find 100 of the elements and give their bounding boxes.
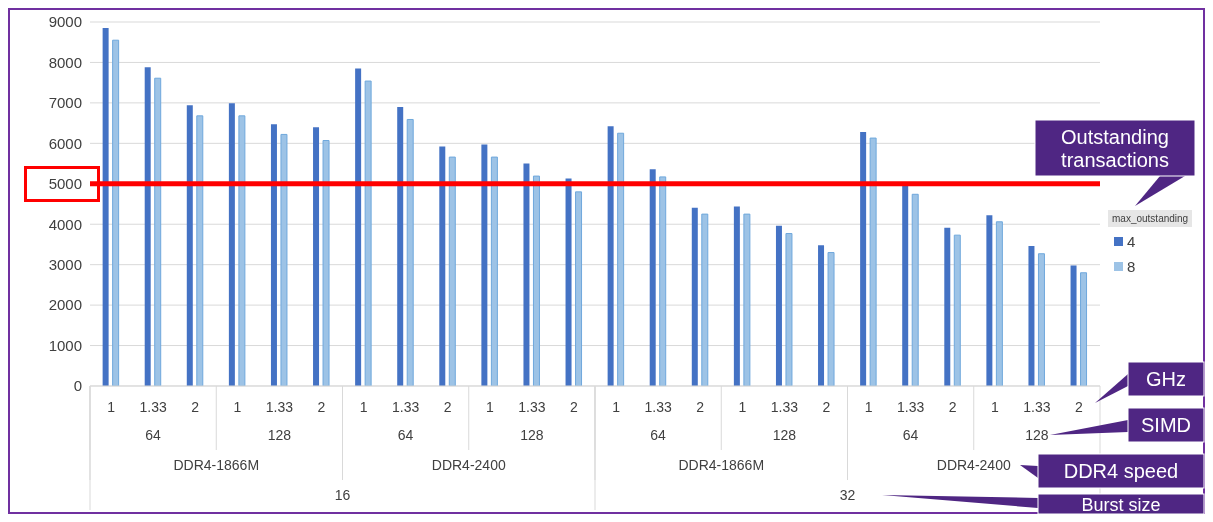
y-tick-label: 0 (73, 377, 82, 395)
text: 64 (397, 427, 414, 443)
x-tick-label: 1 (485, 398, 494, 415)
text: 64 (145, 427, 162, 443)
bar (986, 215, 993, 386)
bar (911, 193, 919, 386)
bar (953, 234, 961, 386)
x-tick-label: 1.33 (518, 398, 546, 415)
bar (785, 233, 793, 386)
bar (691, 207, 698, 386)
text: 128 (520, 427, 544, 443)
bar (154, 77, 162, 386)
legend-title: max_outstanding (1108, 210, 1193, 227)
text: 32 (839, 487, 856, 503)
bar (869, 137, 877, 386)
x-tick-label: 1 (738, 398, 747, 415)
x-tick-label: 1.33 (897, 398, 925, 415)
bar (144, 67, 151, 386)
bar (565, 178, 572, 386)
x-tick-label: 1.33 (392, 398, 420, 415)
x-tick-label: 2 (948, 398, 957, 415)
bar (270, 124, 277, 386)
x-tick-label: 1.33 (265, 398, 294, 415)
bar (186, 105, 193, 386)
bar (659, 176, 667, 386)
x-tick-label: 2 (443, 398, 452, 415)
x-tick-label: 1 (107, 398, 116, 415)
x-tick-label: 1.33 (1023, 398, 1051, 415)
bar (860, 132, 867, 386)
y-tick-label: 1000 (48, 336, 82, 354)
text: DDR4-2400 (431, 457, 506, 473)
bar (490, 156, 498, 386)
x-tick-label: 1 (233, 398, 242, 415)
bar (280, 133, 288, 386)
legend-label: 8 (1126, 258, 1137, 275)
x-tick-label: 2 (191, 398, 200, 415)
bar (102, 28, 109, 386)
y-tick-label: 2000 (48, 296, 82, 314)
bar (701, 213, 709, 386)
x-tick-label: 2 (822, 398, 831, 415)
y-tick-label: 5000 (48, 175, 82, 193)
bar (1080, 272, 1088, 386)
bar (228, 103, 235, 386)
text: DDR4-2400 (936, 457, 1011, 473)
text: 128 (1025, 427, 1049, 443)
bar (322, 140, 330, 386)
bar (1070, 265, 1077, 386)
annotation: Outstanding transactions (1061, 126, 1169, 171)
x-tick-label: 1 (864, 398, 873, 415)
x-tick-label: 1 (612, 398, 621, 415)
text: 128 (772, 427, 797, 443)
y-tick-label: 7000 (48, 94, 82, 112)
bar (1037, 253, 1045, 386)
bar (448, 156, 456, 386)
text: 16 (334, 487, 351, 503)
text: 64 (650, 427, 667, 443)
y-tick-label: 3000 (48, 255, 82, 273)
bar (818, 245, 825, 386)
bar (112, 39, 120, 386)
bar (743, 213, 751, 386)
x-tick-label: 1 (990, 398, 999, 415)
text: DDR4-1866M (173, 457, 260, 473)
bar (649, 169, 656, 386)
bar (523, 163, 530, 386)
bar (944, 227, 951, 386)
bar (532, 175, 540, 386)
y-tick-label: 4000 (48, 215, 82, 233)
text: DDR4-1866M (678, 457, 765, 473)
bar (439, 146, 446, 386)
bar (364, 80, 372, 386)
bar (406, 118, 414, 386)
bar (575, 191, 583, 386)
y-tick-label: 6000 (48, 134, 82, 152)
y-tick-label: 9000 (48, 13, 82, 31)
x-tick-label: 2 (570, 398, 579, 415)
bar (196, 115, 204, 386)
bar (775, 225, 782, 386)
bar (607, 126, 614, 386)
text: 64 (902, 427, 919, 443)
bar (617, 132, 625, 386)
x-tick-label: 1 (359, 398, 368, 415)
x-tick-label: 1.33 (644, 398, 672, 415)
x-tick-label: 1.33 (139, 398, 167, 415)
bar (238, 115, 246, 386)
bar (902, 185, 909, 386)
bar (397, 106, 404, 386)
legend-label: 4 (1126, 233, 1137, 250)
bar (995, 221, 1003, 386)
bar (1028, 246, 1035, 386)
text: 128 (267, 427, 292, 443)
bar (827, 252, 835, 386)
bar (481, 144, 488, 386)
x-tick-label: 2 (1075, 398, 1084, 415)
bar (355, 68, 362, 386)
bar (733, 206, 740, 386)
x-tick-label: 2 (696, 398, 705, 415)
x-tick-label: 1.33 (770, 398, 799, 415)
y-tick-label: 8000 (48, 53, 82, 71)
x-tick-label: 2 (317, 398, 326, 415)
bar (313, 127, 320, 386)
